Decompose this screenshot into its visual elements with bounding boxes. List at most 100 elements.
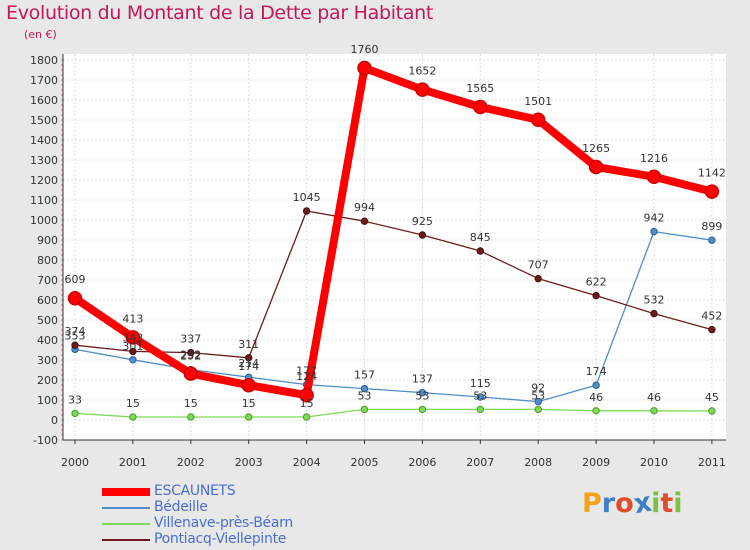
series-line bbox=[74, 210, 713, 359]
labels-pontiacq-viellepinte: 374 343 337 311 1045 994 925 845 707 622 532 452 bbox=[65, 191, 723, 351]
data-label: 845 bbox=[470, 231, 491, 244]
data-label: 53 bbox=[415, 389, 429, 402]
data-point bbox=[245, 413, 253, 421]
y-tick-label: 500 bbox=[37, 314, 58, 327]
data-label: 15 bbox=[184, 397, 198, 410]
data-label: 622 bbox=[586, 276, 607, 289]
y-tick-label: 900 bbox=[37, 234, 58, 247]
data-label: 174 bbox=[586, 365, 607, 378]
data-label: 137 bbox=[412, 373, 433, 386]
x-tick-label: 2003 bbox=[235, 456, 263, 469]
data-point bbox=[592, 407, 600, 415]
legend-label: ESCAUNETS bbox=[154, 483, 236, 499]
data-point bbox=[650, 227, 658, 236]
data-label: 15 bbox=[300, 397, 314, 410]
y-tick-label: 300 bbox=[37, 354, 58, 367]
data-point bbox=[245, 354, 253, 362]
data-label: 15 bbox=[126, 397, 140, 410]
x-tick-label: 2011 bbox=[698, 456, 726, 469]
data-label: 92 bbox=[531, 382, 545, 395]
data-point bbox=[187, 413, 195, 421]
data-point bbox=[129, 347, 137, 356]
data-label: 1760 bbox=[351, 43, 379, 56]
data-point bbox=[418, 231, 427, 239]
data-label: 1265 bbox=[582, 142, 610, 155]
data-label: 1501 bbox=[524, 95, 552, 108]
data-label: 53 bbox=[358, 389, 372, 402]
data-point bbox=[360, 405, 369, 414]
x-tick-label: 2001 bbox=[119, 456, 147, 469]
series-line bbox=[74, 408, 713, 418]
data-point bbox=[357, 60, 372, 76]
data-label: 337 bbox=[180, 333, 201, 346]
data-point bbox=[650, 407, 658, 415]
logo-letter: t bbox=[660, 488, 674, 519]
data-label: 53 bbox=[531, 389, 545, 402]
data-point bbox=[71, 409, 79, 418]
data-point bbox=[650, 309, 658, 318]
data-point bbox=[473, 99, 488, 115]
data-point bbox=[708, 325, 716, 334]
y-tick-label: 1700 bbox=[30, 74, 58, 87]
legend-swatch bbox=[102, 539, 150, 541]
data-point bbox=[592, 381, 600, 389]
legend-label: Villenave-près-Béarn bbox=[154, 515, 293, 531]
data-point bbox=[125, 330, 141, 345]
legend-swatch bbox=[102, 507, 150, 509]
data-point bbox=[476, 405, 484, 414]
y-tick-label: 0 bbox=[51, 414, 58, 427]
data-label: 899 bbox=[701, 220, 722, 233]
logo-letter: r bbox=[601, 488, 616, 519]
data-label: 452 bbox=[701, 310, 722, 323]
data-label: 174 bbox=[238, 360, 259, 373]
x-tick-label: 2008 bbox=[524, 456, 552, 469]
y-tick-label: 1300 bbox=[30, 154, 58, 167]
data-point bbox=[646, 169, 662, 185]
data-point bbox=[476, 247, 484, 255]
data-label: 311 bbox=[238, 338, 259, 351]
data-point bbox=[360, 217, 369, 225]
y-tick-label: 700 bbox=[37, 274, 58, 287]
y-tick-label: 1200 bbox=[30, 174, 58, 187]
labels-escaunets: 609 413 232 174 124 1760 1652 1565 1501 1265 1216 1… bbox=[65, 43, 726, 383]
data-label: 115 bbox=[470, 377, 491, 390]
data-point bbox=[592, 291, 600, 300]
x-tick-label: 2009 bbox=[582, 456, 610, 469]
data-label: 214 bbox=[238, 357, 259, 370]
x-tick-label: 2010 bbox=[640, 456, 668, 469]
data-point bbox=[71, 341, 79, 349]
series-escaunets bbox=[67, 60, 720, 403]
data-label: 532 bbox=[644, 294, 665, 307]
data-label: 1142 bbox=[698, 167, 726, 180]
data-label: 707 bbox=[528, 259, 549, 272]
data-point bbox=[129, 413, 137, 421]
data-label: 343 bbox=[122, 331, 143, 344]
data-point bbox=[534, 397, 542, 406]
data-label: 232 bbox=[180, 349, 201, 362]
data-label: 301 bbox=[122, 340, 143, 353]
data-label: 45 bbox=[705, 391, 719, 404]
legend-label: Bédeille bbox=[154, 499, 208, 515]
logo-letter: i bbox=[673, 488, 683, 519]
logo-letter: P bbox=[582, 488, 602, 519]
data-point bbox=[299, 387, 314, 403]
data-point bbox=[418, 405, 427, 414]
data-point bbox=[67, 290, 83, 306]
data-point bbox=[241, 377, 256, 393]
data-point bbox=[708, 407, 716, 415]
legend-swatch bbox=[102, 488, 150, 496]
logo-letter: o bbox=[615, 488, 634, 519]
chart-title: Evolution du Montant de la Dette par Hab… bbox=[6, 2, 434, 24]
y-tick-label: 1400 bbox=[30, 134, 58, 147]
x-tick-label: 2004 bbox=[293, 456, 321, 469]
data-label: 942 bbox=[644, 212, 665, 225]
series-villenave-pr-s-b-arn bbox=[71, 405, 716, 421]
data-label: 33 bbox=[68, 393, 82, 406]
y-tick-label: -100 bbox=[33, 434, 58, 447]
data-point bbox=[530, 112, 546, 128]
data-label: 609 bbox=[65, 273, 86, 286]
labels-b-deille: 353 301 252 214 177 157 137 115 92 174 942 899 bbox=[65, 212, 723, 395]
y-tick-label: 1500 bbox=[30, 114, 58, 127]
data-point bbox=[302, 207, 311, 215]
